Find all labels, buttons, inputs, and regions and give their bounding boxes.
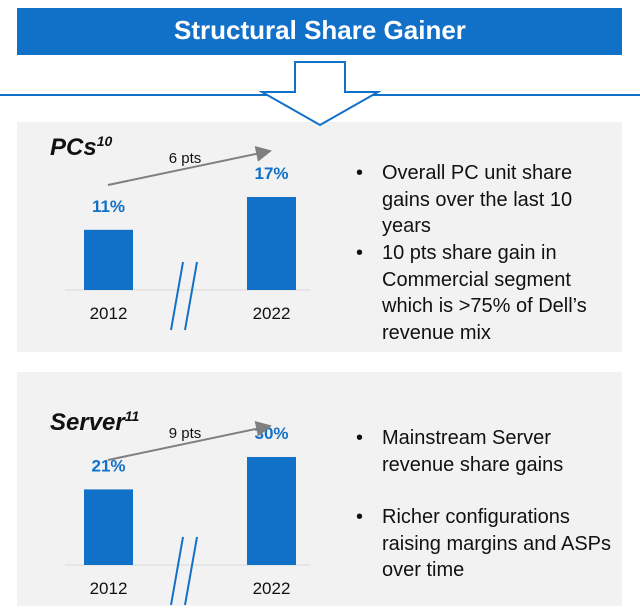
axis-break <box>184 536 198 606</box>
bullet-dot: • <box>356 427 364 449</box>
bullet: • Mainstream Server revenue share gains <box>356 425 616 478</box>
chart-title-text: PCs <box>50 134 97 161</box>
chart-title-superscript: 11 <box>125 408 140 424</box>
panel <box>17 372 622 606</box>
value-label: 17% <box>254 164 288 183</box>
bar <box>84 229 133 290</box>
value-label: 21% <box>91 456 125 475</box>
annotation: 9 pts <box>169 425 202 442</box>
bullet: • 10 pts share gain in Commercial segment… <box>356 240 616 346</box>
chart-title: Server11 <box>50 408 139 436</box>
bar <box>247 457 296 565</box>
axis-break <box>184 261 198 331</box>
bullet: • Overall PC unit share gains over the la… <box>356 160 616 240</box>
bullet-text: Mainstream Server revenue share gains <box>382 427 564 476</box>
trend-arrow <box>107 421 272 461</box>
axis-break <box>170 536 184 606</box>
chart-title-text: Server <box>50 409 126 436</box>
bullet: • Richer configurations raising margins a… <box>356 504 616 584</box>
header-bar <box>17 8 622 55</box>
bullet-text: Richer configurations raising margins an… <box>382 506 612 581</box>
x-tick-label: 2022 <box>253 304 291 323</box>
x-tick-label: 2012 <box>90 304 128 323</box>
value-label: 11% <box>92 197 125 216</box>
bullet-dot: • <box>356 242 364 264</box>
header-title: Structural Share Gainer <box>174 15 466 45</box>
annotation: 6 pts <box>169 150 202 167</box>
x-tick-label: 2022 <box>253 579 291 598</box>
bullet-dot: • <box>356 162 364 184</box>
x-tick-label: 2012 <box>90 579 128 598</box>
value-label: 30% <box>254 424 288 443</box>
trend-arrow <box>107 146 272 186</box>
bar <box>247 197 296 290</box>
bar <box>84 489 133 565</box>
bullet-dot: • <box>356 506 364 528</box>
bullet-text: 10 pts share gain in Commercial segment … <box>382 242 587 344</box>
chart-title-superscript: 10 <box>97 133 113 149</box>
down-arrow <box>258 61 382 127</box>
chart-title: PCs10 <box>50 133 112 161</box>
bullet-text: Overall PC unit share gains over the las… <box>382 162 573 237</box>
axis-break <box>170 261 184 331</box>
